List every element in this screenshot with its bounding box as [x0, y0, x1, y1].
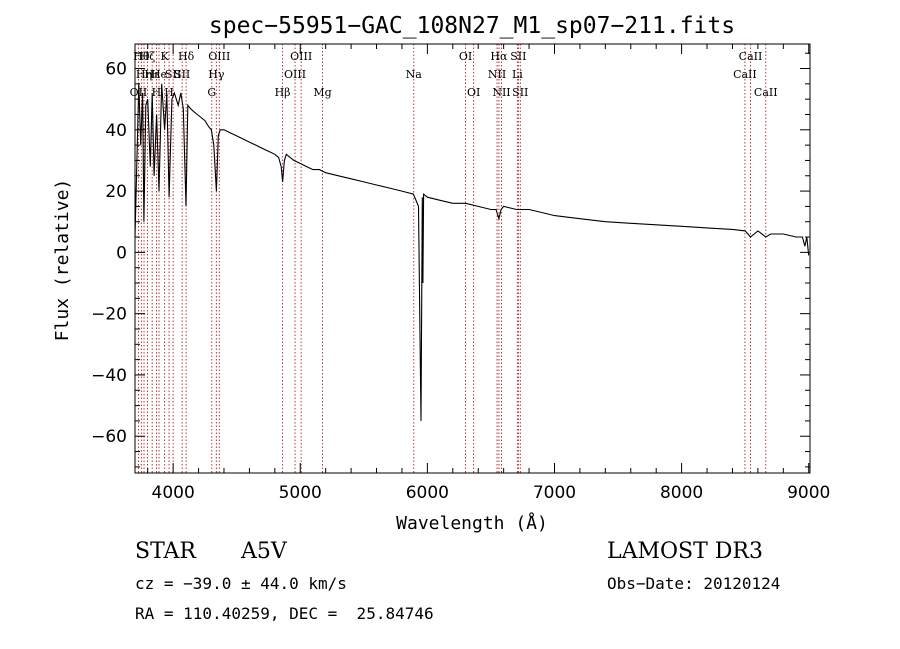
- x-tick-label: 6000: [406, 483, 449, 503]
- y-axis-ticks: −60 −40 −20 0 20 40 60: [91, 52, 810, 468]
- line-marker-label: NII: [492, 86, 510, 99]
- line-marker-label: Hβ: [275, 86, 291, 99]
- x-tick-label: 4000: [152, 483, 195, 503]
- line-marker-label: Li: [512, 68, 523, 81]
- chart-title: spec−55951−GAC_108N27_M1_sp07−211.fits: [209, 13, 735, 39]
- y-tick-label: 0: [116, 243, 127, 263]
- line-marker-label: CaII: [754, 86, 778, 99]
- y-tick-label: −60: [91, 427, 127, 447]
- emission-line-markers: [137, 44, 767, 473]
- line-marker-label: CaII: [733, 68, 757, 81]
- x-tick-label: 7000: [533, 483, 576, 503]
- line-marker-label: OIII: [208, 50, 230, 63]
- y-tick-label: 20: [105, 182, 127, 202]
- line-marker-label: Hγ: [208, 68, 225, 81]
- line-marker-label: Hε: [145, 68, 161, 81]
- x-axis-label: Wavelength (Å): [396, 512, 548, 534]
- x-tick-label: 9000: [787, 483, 830, 503]
- x-axis-ticks: 4000 5000 6000 7000 8000 9000: [147, 44, 830, 503]
- line-marker-label: CaII: [739, 50, 763, 63]
- line-marker-label: H: [164, 86, 174, 99]
- observation-date: Obs−Date: 20120124: [607, 574, 781, 593]
- line-marker-label: OI: [467, 86, 480, 99]
- line-marker-label: H: [152, 86, 162, 99]
- line-marker-label: SII: [165, 68, 181, 81]
- emission-line-labels: OIIHθHηHζHεHHeKHSIISIIHδGHγOIIIHβOIIIOII…: [130, 50, 778, 99]
- ra-dec-coordinates: RA = 110.40259, DEC = 25.84746: [135, 604, 434, 623]
- line-marker-label: Hα: [490, 50, 508, 63]
- line-marker-label: SII: [174, 68, 190, 81]
- line-marker-label: OIII: [290, 50, 312, 63]
- y-tick-label: −40: [91, 366, 127, 386]
- line-marker-label: SII: [510, 50, 526, 63]
- object-class: STAR: [135, 539, 196, 564]
- y-tick-label: −20: [91, 305, 127, 325]
- line-marker-label: G: [207, 86, 216, 99]
- line-marker-label: SII: [512, 86, 528, 99]
- y-tick-label: 60: [105, 60, 127, 80]
- object-subclass: A5V: [241, 539, 287, 564]
- line-marker-label: He: [151, 68, 167, 81]
- line-marker-label: Hη: [136, 68, 152, 81]
- line-marker-label: Hδ: [178, 50, 195, 63]
- y-tick-label: 40: [105, 121, 127, 141]
- x-tick-label: 8000: [660, 483, 703, 503]
- line-marker-label: Mg: [313, 86, 331, 99]
- survey-name: LAMOST DR3: [607, 539, 763, 564]
- plot-frame: [134, 43, 811, 474]
- x-tick-label: 5000: [279, 483, 322, 503]
- line-marker-label: K: [161, 50, 170, 63]
- line-marker-label: Hζ: [140, 50, 156, 63]
- line-marker-label: Na: [406, 68, 423, 81]
- flux-series-line: [134, 83, 810, 421]
- y-axis-label: Flux (relative): [52, 179, 73, 342]
- line-marker-label: OI: [459, 50, 472, 63]
- line-marker-label: OIII: [284, 68, 306, 81]
- line-marker-label: NII: [488, 68, 506, 81]
- redshift-readout: cz = −39.0 ± 44.0 km/s: [135, 574, 347, 593]
